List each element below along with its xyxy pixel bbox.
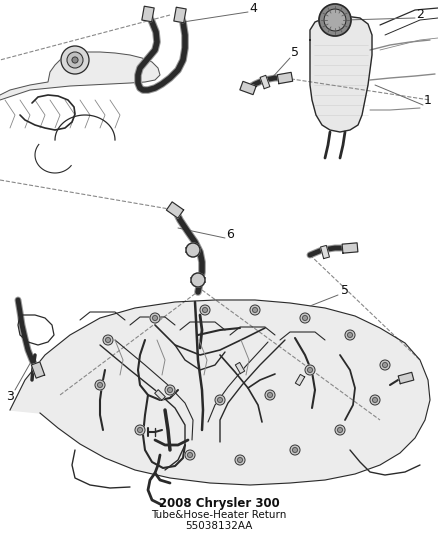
Polygon shape [0, 52, 160, 100]
Circle shape [67, 52, 83, 68]
Circle shape [237, 457, 243, 463]
Circle shape [150, 313, 160, 323]
Circle shape [307, 367, 312, 373]
Circle shape [135, 425, 145, 435]
Text: 5: 5 [291, 45, 299, 59]
Circle shape [191, 273, 205, 287]
Text: 5: 5 [341, 284, 349, 296]
Polygon shape [142, 6, 154, 22]
Text: 2008 Chrysler 300: 2008 Chrysler 300 [159, 497, 279, 510]
Polygon shape [166, 202, 184, 218]
Circle shape [335, 425, 345, 435]
Circle shape [103, 335, 113, 345]
Text: 4: 4 [249, 2, 257, 14]
Polygon shape [32, 362, 45, 378]
Circle shape [61, 46, 89, 74]
Circle shape [235, 455, 245, 465]
Circle shape [324, 9, 346, 31]
Circle shape [300, 313, 310, 323]
Circle shape [265, 390, 275, 400]
Circle shape [185, 450, 195, 460]
Circle shape [345, 330, 355, 340]
Circle shape [250, 305, 260, 315]
Circle shape [186, 243, 200, 257]
Circle shape [338, 427, 343, 432]
Circle shape [372, 398, 378, 402]
Polygon shape [240, 82, 256, 95]
Polygon shape [310, 16, 372, 132]
Polygon shape [295, 374, 305, 385]
Circle shape [380, 360, 390, 370]
Circle shape [319, 4, 351, 36]
Circle shape [218, 398, 223, 402]
Circle shape [382, 362, 388, 367]
Polygon shape [10, 300, 430, 485]
Polygon shape [342, 243, 358, 253]
Circle shape [370, 395, 380, 405]
Circle shape [106, 337, 110, 343]
Circle shape [167, 387, 173, 392]
Circle shape [290, 445, 300, 455]
Text: 1: 1 [424, 93, 432, 107]
Text: 3: 3 [6, 391, 14, 403]
Circle shape [152, 316, 158, 320]
Circle shape [72, 57, 78, 63]
Polygon shape [174, 7, 186, 23]
Circle shape [165, 385, 175, 395]
Circle shape [252, 308, 258, 312]
Circle shape [215, 395, 225, 405]
Circle shape [303, 316, 307, 320]
Polygon shape [321, 245, 329, 259]
Text: Tube&Hose-Heater Return: Tube&Hose-Heater Return [151, 510, 287, 520]
Text: 6: 6 [226, 229, 234, 241]
Polygon shape [277, 72, 293, 84]
Circle shape [202, 308, 208, 312]
Circle shape [138, 427, 142, 432]
Polygon shape [398, 373, 414, 384]
Text: 55038132AA: 55038132AA [185, 521, 253, 531]
Circle shape [268, 392, 272, 398]
Polygon shape [235, 362, 245, 374]
Circle shape [200, 305, 210, 315]
Circle shape [187, 453, 192, 457]
Circle shape [305, 365, 315, 375]
Circle shape [98, 383, 102, 387]
Circle shape [347, 333, 353, 337]
Circle shape [95, 380, 105, 390]
Text: 2: 2 [416, 7, 424, 20]
Circle shape [293, 448, 297, 453]
Polygon shape [155, 390, 165, 400]
Polygon shape [260, 75, 270, 88]
